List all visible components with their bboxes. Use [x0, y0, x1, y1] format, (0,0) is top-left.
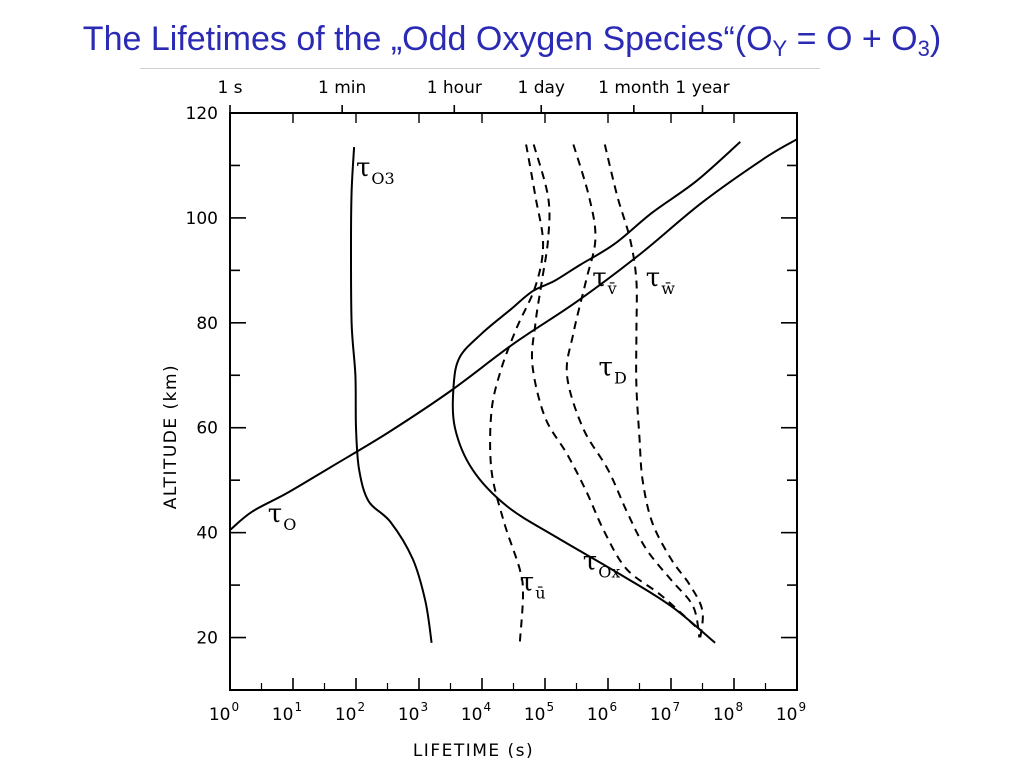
- y-tick-label: 60: [196, 419, 218, 439]
- title-text: The Lifetimes of the „Odd Oxygen Species…: [82, 20, 773, 58]
- x-tick-exponent: 7: [673, 700, 681, 714]
- series-label-2: τOx: [583, 546, 621, 581]
- series-line-2: [451, 141, 741, 644]
- x-tick-exponent: 4: [484, 700, 492, 714]
- title-subscript-3: 3: [917, 36, 930, 61]
- series-label-subscript: O: [283, 515, 296, 534]
- series-label-5: τD: [599, 352, 627, 387]
- series-label-subscript: O3: [371, 169, 394, 188]
- series-label-6: τw̄: [646, 263, 675, 298]
- y-axis-title: ALTITUDE (km): [161, 364, 181, 509]
- y-tick-label: 40: [196, 524, 218, 544]
- series-label-subscript: Ox: [598, 562, 620, 581]
- x-tick-label: 101: [272, 700, 302, 725]
- x-tick-exponent: 6: [610, 700, 618, 714]
- x-tick-label: 100: [209, 700, 239, 725]
- x-axis-title: LIFETIME (s): [413, 741, 534, 761]
- y-tick-label: 120: [186, 104, 218, 124]
- x-tick-exponent: 0: [232, 700, 240, 714]
- x-tick-label: 102: [335, 700, 365, 725]
- x-tick-label: 109: [776, 700, 806, 725]
- title-divider: [140, 68, 820, 69]
- top-axis-label: 1 hour: [427, 78, 482, 98]
- x-tick-exponent: 2: [358, 700, 366, 714]
- y-tick-label: 80: [196, 314, 218, 334]
- series-label-1: τO3: [356, 153, 395, 188]
- x-tick-label: 108: [713, 700, 743, 725]
- series-label-3: τū: [520, 567, 546, 602]
- title-text-mid: = O + O: [787, 20, 918, 58]
- x-tick-label: 106: [587, 700, 617, 725]
- series-line-5: [565, 144, 701, 638]
- title-text-end: ): [929, 20, 942, 58]
- title-subscript-y: Y: [772, 36, 788, 61]
- series-label-subscript: ū: [535, 583, 545, 602]
- top-axis-label: 1 min: [318, 78, 366, 98]
- x-tick-exponent: 9: [799, 700, 807, 714]
- slide-title: The Lifetimes of the „Odd Oxygen Species…: [0, 20, 1024, 61]
- top-axis-label: 1 month: [598, 78, 669, 98]
- series-line-4: [530, 144, 697, 628]
- x-tick-exponent: 5: [547, 700, 555, 714]
- series-line-6: [603, 144, 704, 643]
- series-label-0: τO: [268, 499, 297, 534]
- y-tick-label: 20: [196, 629, 218, 649]
- x-tick-exponent: 3: [421, 700, 429, 714]
- series-label-subscript: w̄: [661, 279, 675, 298]
- series-label-4: τv̄: [592, 263, 616, 298]
- x-tick-label: 103: [398, 700, 428, 725]
- x-tick-label: 107: [650, 700, 680, 725]
- series-label-subscript: D: [614, 368, 627, 387]
- top-axis-label: 1 s: [217, 78, 242, 98]
- x-tick-label: 105: [524, 700, 554, 725]
- top-axis-label: 1 year: [675, 78, 729, 98]
- x-tick-exponent: 8: [736, 700, 744, 714]
- plot-frame: [229, 112, 798, 691]
- x-tick-exponent: 1: [295, 700, 303, 714]
- series-line-0: [229, 138, 798, 531]
- series-label-subscript: v̄: [607, 279, 617, 298]
- series-line-3: [489, 144, 545, 643]
- top-axis-label: 1 day: [517, 78, 565, 98]
- x-tick-label: 104: [461, 700, 491, 725]
- series-line-1: [349, 147, 433, 643]
- y-tick-label: 100: [186, 209, 218, 229]
